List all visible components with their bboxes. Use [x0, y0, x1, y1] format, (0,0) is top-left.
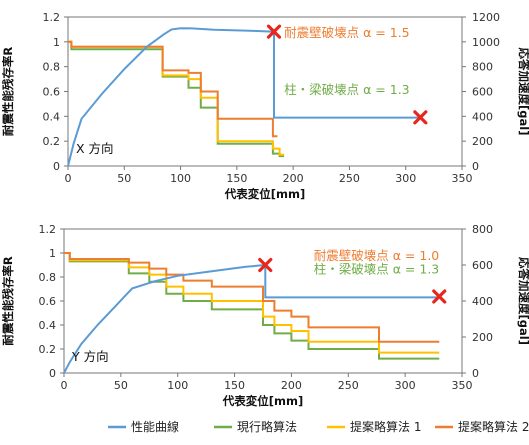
y2-tick-label: 800 — [472, 61, 493, 74]
y2-tick-label: 200 — [472, 331, 493, 344]
marker-stroke-b — [413, 110, 428, 125]
legend-label: 提案略算法 1 — [350, 419, 421, 434]
y-tick-label: 0.8 — [39, 271, 57, 284]
x-tick-label: 150 — [226, 172, 247, 185]
y-tick-label: 1 — [49, 247, 56, 260]
legend-label: 性能曲線 — [131, 419, 179, 434]
series-line-2 — [68, 40, 285, 156]
x-tick-label: 300 — [395, 379, 416, 392]
chart-panel-1: 0 50 100 150 200 250 300 35000.20.40.60.811.202… — [1, 11, 529, 201]
y-tick-label: 1.2 — [39, 223, 57, 236]
y2-tick-label: 400 — [472, 295, 493, 308]
y-axis-label: 耐震性能残存率R — [1, 256, 15, 345]
y2-tick-label: 1000 — [472, 36, 500, 49]
series-line-2 — [64, 252, 440, 354]
annotation-label: 耐震壁破壊点 α = 1.0 — [314, 248, 440, 263]
x-tick-label: 250 — [338, 379, 359, 392]
y2-axis-label: 応答加速度[gal] — [517, 48, 529, 136]
x-tick-label: 350 — [452, 379, 473, 392]
performance-curve-line — [63, 263, 440, 374]
x-tick-label: 0 — [61, 379, 68, 392]
legend-label: 現行略算法 — [237, 419, 297, 434]
series-line-3 — [68, 40, 278, 138]
failure-point-marker — [266, 24, 282, 39]
series-line-1 — [68, 40, 285, 158]
x-tick-label: 200 — [283, 172, 304, 185]
y-tick-label: 0.2 — [43, 135, 61, 148]
y-axis-label: 耐震性能残存率R — [1, 47, 15, 136]
x-tick-label: 300 — [395, 172, 416, 185]
direction-label: Y 方向 — [71, 349, 109, 364]
y2-tick-label: 400 — [472, 110, 493, 123]
annotation-label: 柱・梁破壊点 α = 1.3 — [314, 262, 440, 277]
y2-tick-label: 600 — [472, 86, 493, 99]
direction-label: X 方向 — [76, 141, 114, 156]
x-axis-label: 代表変位[mm] — [224, 187, 305, 201]
x-tick-label: 0 — [65, 172, 72, 185]
failure-point-marker — [432, 289, 447, 304]
y2-tick-label: 200 — [472, 135, 493, 148]
y-tick-label: 1 — [53, 36, 60, 49]
marker-stroke-b — [266, 24, 282, 39]
y2-tick-label: 800 — [472, 223, 493, 236]
y2-tick-label: 0 — [472, 367, 479, 380]
y-tick-label: 0.4 — [39, 319, 57, 332]
x-tick-label: 50 — [114, 379, 128, 392]
y-tick-label: 1.2 — [43, 11, 61, 24]
performance-curve-line — [67, 27, 421, 167]
failure-point-marker — [413, 110, 428, 125]
x-tick-label: 350 — [452, 172, 473, 185]
y2-axis-label: 応答加速度[gal] — [517, 257, 529, 345]
legend-label: 提案略算法 2 — [458, 419, 529, 434]
y-tick-label: 0.8 — [43, 61, 61, 74]
y-tick-label: 0.6 — [39, 295, 57, 308]
y2-tick-label: 0 — [472, 160, 479, 173]
x-tick-label: 100 — [170, 172, 191, 185]
y-tick-label: 0.6 — [43, 86, 61, 99]
x-tick-label: 50 — [117, 172, 131, 185]
annotation-label: 耐震壁破壊点 α = 1.5 — [284, 25, 410, 40]
marker-stroke-b — [258, 257, 273, 273]
y-tick-label: 0 — [53, 160, 60, 173]
x-tick-label: 100 — [167, 379, 188, 392]
chart-panel-2: 0 50 100 150 200 250 300 35000.20.40.60.811.202… — [1, 223, 529, 408]
y-tick-label: 0.2 — [39, 343, 57, 356]
y-tick-label: 0.4 — [43, 110, 61, 123]
x-axis-label: 代表変位[mm] — [222, 394, 303, 408]
legend: 性能曲線 現行略算法 提案略算法 1 提案略算法 2 — [108, 419, 529, 434]
x-tick-label: 250 — [339, 172, 360, 185]
annotation-label: 柱・梁破壊点 α = 1.3 — [284, 82, 410, 97]
y2-tick-label: 600 — [472, 259, 493, 272]
x-tick-label: 200 — [281, 379, 302, 392]
x-tick-label: 150 — [224, 379, 245, 392]
marker-stroke-b — [432, 289, 447, 304]
series-line-3 — [64, 252, 440, 343]
failure-point-marker — [258, 257, 273, 273]
y2-tick-label: 1200 — [472, 11, 500, 24]
y-tick-label: 0 — [49, 367, 56, 380]
